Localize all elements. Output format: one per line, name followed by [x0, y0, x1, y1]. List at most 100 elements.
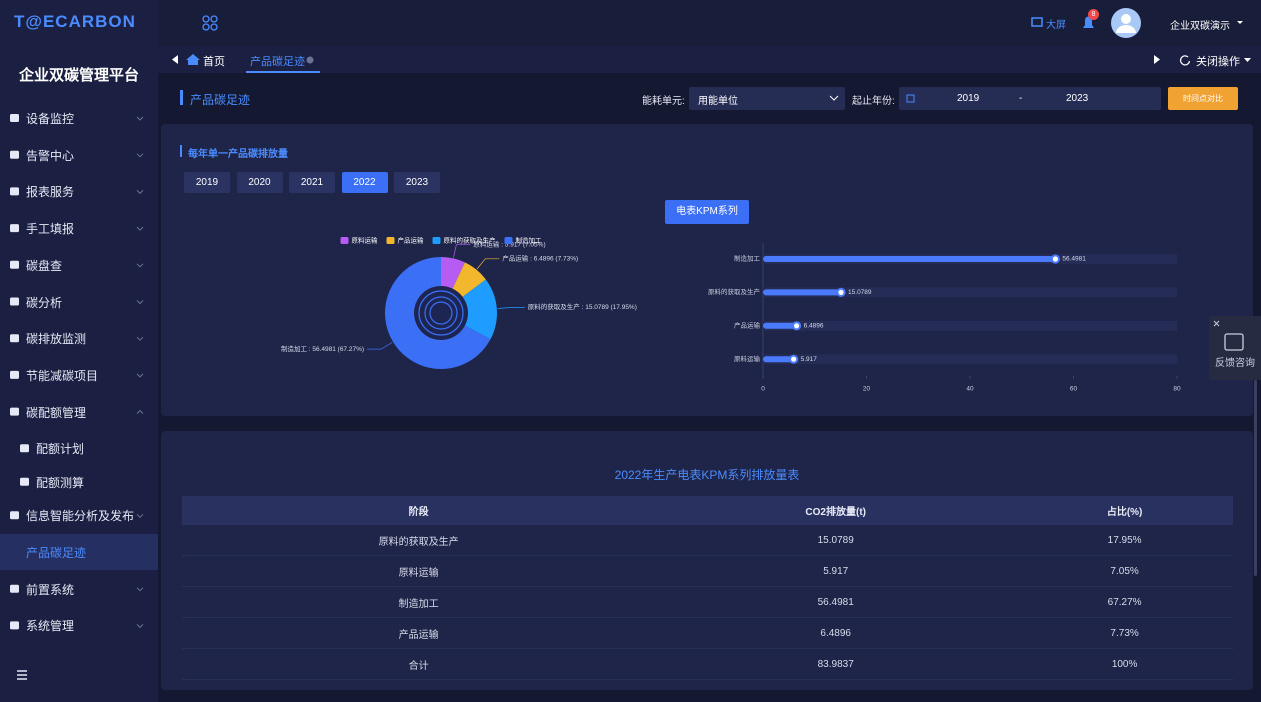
select-caret [829, 95, 839, 101]
menu-icon [10, 297, 19, 306]
menu-icon [10, 334, 19, 343]
table-cell: 制造加工 [182, 586, 656, 618]
unit-select[interactable]: 用能单位 [689, 87, 845, 110]
column-header: CO2排放量(t) [655, 496, 1017, 525]
screen-icon [1031, 17, 1043, 27]
feedback-widget[interactable]: 反馈咨询 [1209, 316, 1261, 380]
sidebar: T@ECARBON 企业双碳管理平台 设备监控 告警中心 报表服务 手工填报 碳盘查 碳分析碳… [0, 0, 158, 702]
menu-item[interactable]: 系统管理 [26, 619, 75, 634]
menu-icon [10, 370, 19, 379]
notification-badge: 8 [1088, 9, 1099, 20]
series-button[interactable]: 电表KPM系列 [665, 200, 749, 224]
menu-chevron [136, 513, 144, 519]
submenu-icon [20, 444, 29, 453]
start-year: 2019 [957, 93, 980, 104]
year-button[interactable]: 2019 [184, 172, 230, 193]
user-caret [1237, 21, 1243, 24]
menu-chevron [136, 116, 144, 121]
user-name[interactable]: 企业双碳演示 [1170, 21, 1230, 32]
submenu-item[interactable]: 配额测算 [36, 475, 85, 490]
avatar-body [1116, 25, 1136, 33]
menu-chevron [136, 300, 144, 305]
table-cell: 5.917 [655, 555, 1017, 587]
submenu-icon [20, 477, 29, 486]
table-header-row: 阶段 CO2排放量(t) 占比(%) [182, 496, 1233, 525]
chart-panel [161, 124, 1253, 416]
logo: T@ECARBON [14, 12, 136, 31]
table-cell: 15.0789 [655, 525, 1017, 556]
table-cell: 原料的获取及生产 [182, 525, 656, 556]
menu-chevron [136, 624, 144, 629]
menu-icon [10, 621, 19, 630]
big-screen[interactable]: 大屏 [1046, 20, 1066, 31]
close-actions[interactable]: 关闭操作 [1196, 56, 1240, 68]
column-header: 阶段 [182, 496, 656, 525]
menu-item[interactable]: 产品碳足迹 [26, 546, 87, 560]
menu-item[interactable]: 碳排放监测 [26, 332, 87, 347]
submenu-item[interactable]: 配额计划 [36, 442, 85, 457]
select-caret-line [829, 95, 839, 101]
table-cell: 7.05% [1016, 555, 1233, 587]
sidebar-icons [0, 0, 158, 702]
tab-close [306, 56, 314, 64]
range-separator: - [1019, 93, 1023, 104]
menu-item[interactable]: 手工填报 [26, 222, 75, 237]
year-button[interactable]: 2021 [289, 172, 335, 193]
table-row: 合计 83.9837 100% [182, 648, 1233, 680]
menu-chevron [136, 336, 144, 341]
table-row: 原料的获取及生产 15.0789 17.95% [182, 525, 1233, 556]
date-range[interactable]: 2019 - 2023 [899, 87, 1161, 110]
menu-icon [10, 187, 19, 196]
table-cell: 产品运输 [182, 617, 656, 649]
menu-item[interactable]: 报表服务 [26, 185, 75, 200]
table-cell: 100% [1016, 648, 1233, 680]
table-cell: 67.27% [1016, 586, 1233, 618]
menu-icon [10, 260, 19, 269]
menu-item[interactable]: 告警中心 [26, 148, 75, 163]
menu-icon [10, 114, 19, 122]
compare-button[interactable]: 时间点对比 [1168, 87, 1238, 110]
page-title: 产品碳足迹 [190, 93, 251, 107]
scrollbar [1254, 380, 1257, 576]
column-header: 占比(%) [1016, 496, 1233, 525]
menu-chevron [136, 587, 144, 592]
app-grid-icon [210, 23, 218, 31]
feedback-envelope [1224, 333, 1244, 351]
menu-chevron [136, 373, 144, 378]
header: 大屏 8 企业双碳演示 [158, 0, 1261, 46]
menu-item[interactable]: 设备监控 [26, 112, 75, 126]
menu-item[interactable]: 碳分析 [26, 295, 63, 310]
menu-chevron [136, 226, 144, 231]
menu-item[interactable]: 前置系统 [26, 582, 75, 597]
app-grid-icon [202, 15, 210, 23]
close-caret [1244, 58, 1251, 62]
year-button[interactable]: 2020 [236, 172, 283, 193]
tab-left-arrow [172, 55, 178, 64]
menu-item[interactable]: 节能减碳项目 [26, 368, 99, 383]
tab-bar: 首页 产品碳足迹 关闭操作 [158, 46, 1261, 73]
feedback-icon [1213, 320, 1244, 351]
table-row: 原料运输 5.917 7.05% [182, 555, 1233, 587]
app-grid-icon [202, 23, 210, 31]
tab-right-arrow [1154, 55, 1160, 64]
table-title: 2022年生产电表KPM系列排放量表 [614, 468, 800, 482]
year-button[interactable]: 2022 [341, 172, 388, 193]
calendar-icon [906, 94, 915, 103]
table-row: 产品运输 6.4896 7.73% [182, 617, 1233, 649]
tab[interactable]: 首页 [203, 56, 225, 68]
tab-active[interactable]: 产品碳足迹 [250, 56, 305, 68]
menu-icon [10, 511, 19, 520]
table-row: 制造加工 56.4981 67.27% [182, 586, 1233, 618]
table-cell: 56.4981 [655, 586, 1017, 618]
menu-item[interactable]: 信息智能分析及发布 [26, 509, 135, 524]
menu-chevron [136, 409, 144, 414]
year-button[interactable]: 2023 [394, 172, 440, 193]
menu-active-bg [0, 534, 158, 570]
menu-item[interactable]: 碳盘查 [26, 258, 63, 273]
feedback-label: 反馈咨询 [1215, 358, 1255, 369]
menu-icon [10, 407, 19, 416]
calendar-box [906, 94, 915, 103]
panel-title-accent [180, 145, 182, 157]
menu-item[interactable]: 碳配额管理 [26, 405, 87, 420]
